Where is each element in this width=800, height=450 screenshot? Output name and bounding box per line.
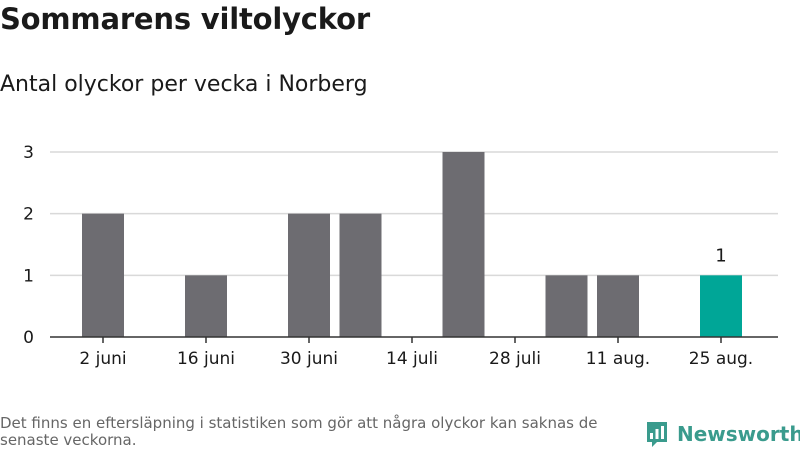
gridlines [50,151,778,277]
bar [442,152,485,337]
bar [185,275,227,337]
y-tick-label: 2 [23,205,34,225]
y-tick-label: 3 [23,143,34,163]
bar [597,275,639,337]
data-labels: 1 [715,245,726,266]
y-tick-label: 0 [23,328,34,348]
x-tick-label: 16 juni [177,349,235,369]
bar-chart-logo-icon [647,422,667,447]
x-tick-label: 11 aug. [586,349,650,369]
bar [82,213,124,337]
chart-title: Sommarens viltolyckor [0,2,370,36]
x-tick-label: 2 juni [79,349,126,369]
x-tick-label: 14 juli [386,349,438,369]
bar [700,275,742,337]
chart-subtitle: Antal olyckor per vecka i Norberg [0,72,368,97]
bar [288,213,330,337]
bars [82,152,742,337]
newsworthy-logo: Newsworthy [645,420,800,448]
y-tick-label: 1 [23,266,34,286]
x-axis-ticks: 2 juni 16 juni 30 juni 14 juli 28 juli 11 aug… [79,337,753,369]
x-tick-label: 28 juli [489,349,541,369]
brand-name: Newsworthy [677,422,800,446]
y-axis-ticks: 0 1 2 3 [23,143,34,348]
bar [545,275,588,337]
x-tick-label: 25 aug. [689,349,753,369]
bar-chart: 0 1 2 3 2 juni 16 juni 30 juni 14 juli 28 juli 1… [23,143,778,369]
bar [339,213,382,337]
x-tick-label: 30 juni [280,349,338,369]
data-label: 1 [715,245,726,266]
footnote: Det finns en eftersläpning i statistiken… [0,414,598,449]
